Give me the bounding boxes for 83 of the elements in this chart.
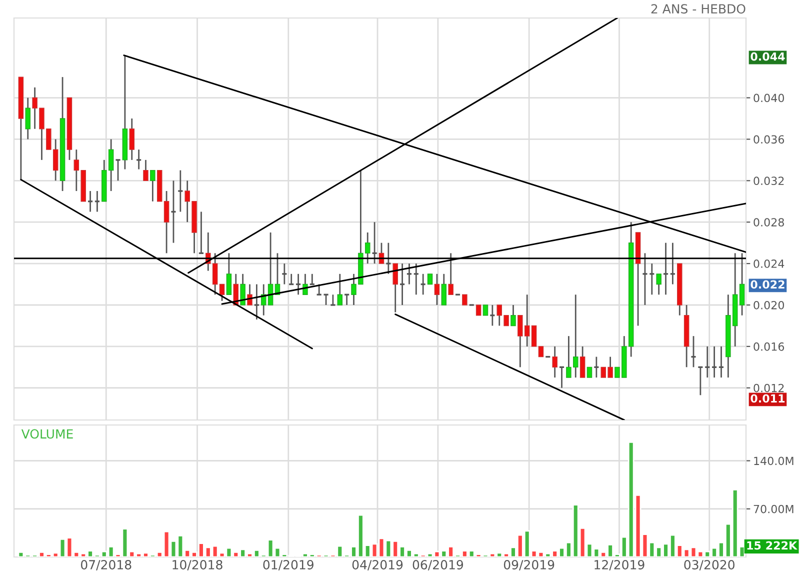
text: 15 222K (747, 541, 798, 550)
y-tick-label: 0.024 (754, 260, 784, 268)
y-tick-label: 0.028 (754, 218, 784, 226)
candlestick (114, 159, 122, 182)
candlestick (648, 262, 656, 296)
y-tick-label: 0.032 (754, 176, 784, 186)
candlestick (219, 284, 225, 302)
candlestick (281, 262, 288, 285)
candlestick (385, 242, 392, 275)
candlestick (739, 252, 745, 316)
candlestick (399, 262, 406, 306)
candlestick (371, 221, 378, 264)
candlestick (177, 170, 184, 212)
candlestick (662, 242, 669, 296)
candlestick (718, 346, 724, 378)
candlestick (697, 366, 704, 396)
candlestick (552, 346, 558, 378)
candlestick (670, 242, 676, 285)
y-tick-label: 0.016 (754, 342, 784, 351)
candlestick (538, 346, 544, 358)
x-tick-label: 03/2020 (684, 560, 734, 570)
candlestick (226, 252, 232, 296)
candlestick (94, 190, 100, 212)
candlestick (406, 262, 412, 285)
y-tick-label: 0.020 (754, 300, 784, 310)
candlestick (247, 284, 252, 306)
y2-tick-label: 0.011 (750, 394, 785, 403)
y-tick-label: 0.036 (754, 135, 784, 144)
candlestick (531, 325, 537, 347)
candlestick (420, 273, 426, 296)
y2-tick-label: 0.044 (750, 52, 785, 61)
candlestick (136, 148, 142, 170)
candlestick (704, 346, 710, 378)
x-tick-label: 04/2019 (352, 560, 403, 570)
candlestick (489, 304, 496, 326)
candlestick (448, 252, 454, 296)
y-tick-label: 140.0M (754, 456, 794, 466)
candlestick (558, 366, 565, 389)
candlestick (510, 304, 516, 326)
y2-tick-label: 0.022 (750, 280, 784, 289)
candlestick (392, 262, 398, 313)
candlestick (337, 273, 343, 306)
candlestick (586, 366, 592, 378)
candlestick (441, 273, 447, 306)
candlestick (427, 273, 433, 285)
candlestick (295, 273, 302, 296)
candlestick (198, 211, 204, 254)
candlestick (711, 346, 718, 378)
candlestick (129, 118, 134, 161)
y-tick-label: 0.040 (754, 94, 784, 102)
candlestick (25, 97, 30, 140)
candlestick (322, 294, 330, 306)
x-tick-label: 10/2018 (172, 560, 222, 570)
candlestick (476, 304, 482, 316)
x-tick-label: 06/2019 (412, 560, 464, 570)
y-tick-label: 70.00M (754, 504, 794, 514)
candlestick (240, 273, 246, 306)
candlestick (143, 159, 148, 182)
candlestick (690, 335, 697, 368)
candlestick (580, 346, 586, 378)
candlestick (642, 252, 648, 306)
candlestick (482, 304, 488, 316)
candlestick (254, 284, 260, 320)
candlestick (164, 190, 170, 254)
candlestick (462, 294, 468, 306)
candlestick (87, 190, 94, 212)
candlestick (434, 273, 440, 306)
x-tick-label: 01/2019 (263, 560, 314, 570)
candlestick (413, 262, 420, 296)
x-tick-label: 12/2019 (594, 560, 644, 570)
candlestick (150, 170, 156, 202)
candlestick (170, 180, 177, 244)
chart-title: VOLUME (21, 429, 73, 439)
candlestick (309, 273, 316, 286)
candlestick (593, 356, 600, 378)
candlestick (330, 294, 336, 306)
candlestick (344, 294, 350, 306)
candlestick (656, 273, 662, 296)
x-tick-label: 07/2018 (80, 560, 132, 570)
text: 2 ANS - HEBDO (651, 4, 746, 14)
candlestick (288, 273, 294, 286)
y-tick-label: 0.012 (754, 384, 784, 392)
x-tick-label: 09/2019 (504, 560, 554, 570)
